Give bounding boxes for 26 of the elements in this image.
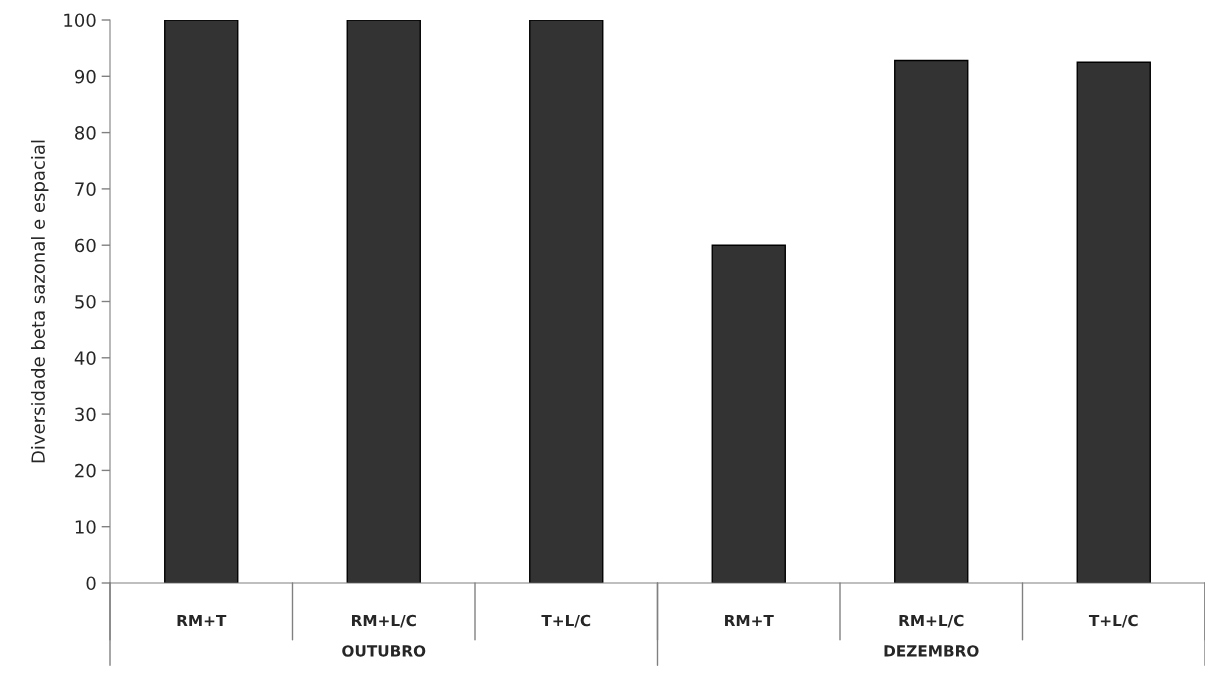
bar — [529, 20, 604, 583]
x-tick-label: T+L/C — [1088, 614, 1138, 628]
x-tick-label: RM+L/C — [899, 614, 964, 628]
y-tick-label: 100 — [64, 13, 96, 28]
bar — [346, 20, 421, 583]
y-tick-label: 60 — [75, 238, 96, 253]
y-tick-label: 20 — [75, 463, 96, 478]
bar — [894, 59, 969, 583]
bar — [164, 20, 239, 583]
x-tick-label: RM+T — [725, 614, 774, 627]
y-axis-title: Diversidade beta sazonal e espacial — [30, 140, 49, 463]
y-tick-label: 70 — [75, 182, 96, 197]
bar — [711, 244, 786, 583]
bar — [1076, 61, 1151, 583]
y-tick-label: 50 — [75, 294, 96, 309]
y-tick-label: 0 — [86, 576, 96, 591]
text: DEZEMBRO — [884, 645, 979, 657]
text: OUTUBRO — [342, 645, 426, 657]
y-tick-label: 30 — [75, 407, 96, 422]
x-tick-label: RM+L/C — [352, 614, 416, 628]
x-tick-label: T+L/C — [541, 614, 591, 628]
y-tick-label: 40 — [74, 351, 96, 365]
y-tick-label: 10 — [75, 520, 96, 534]
y-tick-label: 80 — [75, 126, 96, 140]
y-tick-label: 90 — [74, 69, 96, 84]
x-tick-label: RM+T — [177, 614, 227, 627]
